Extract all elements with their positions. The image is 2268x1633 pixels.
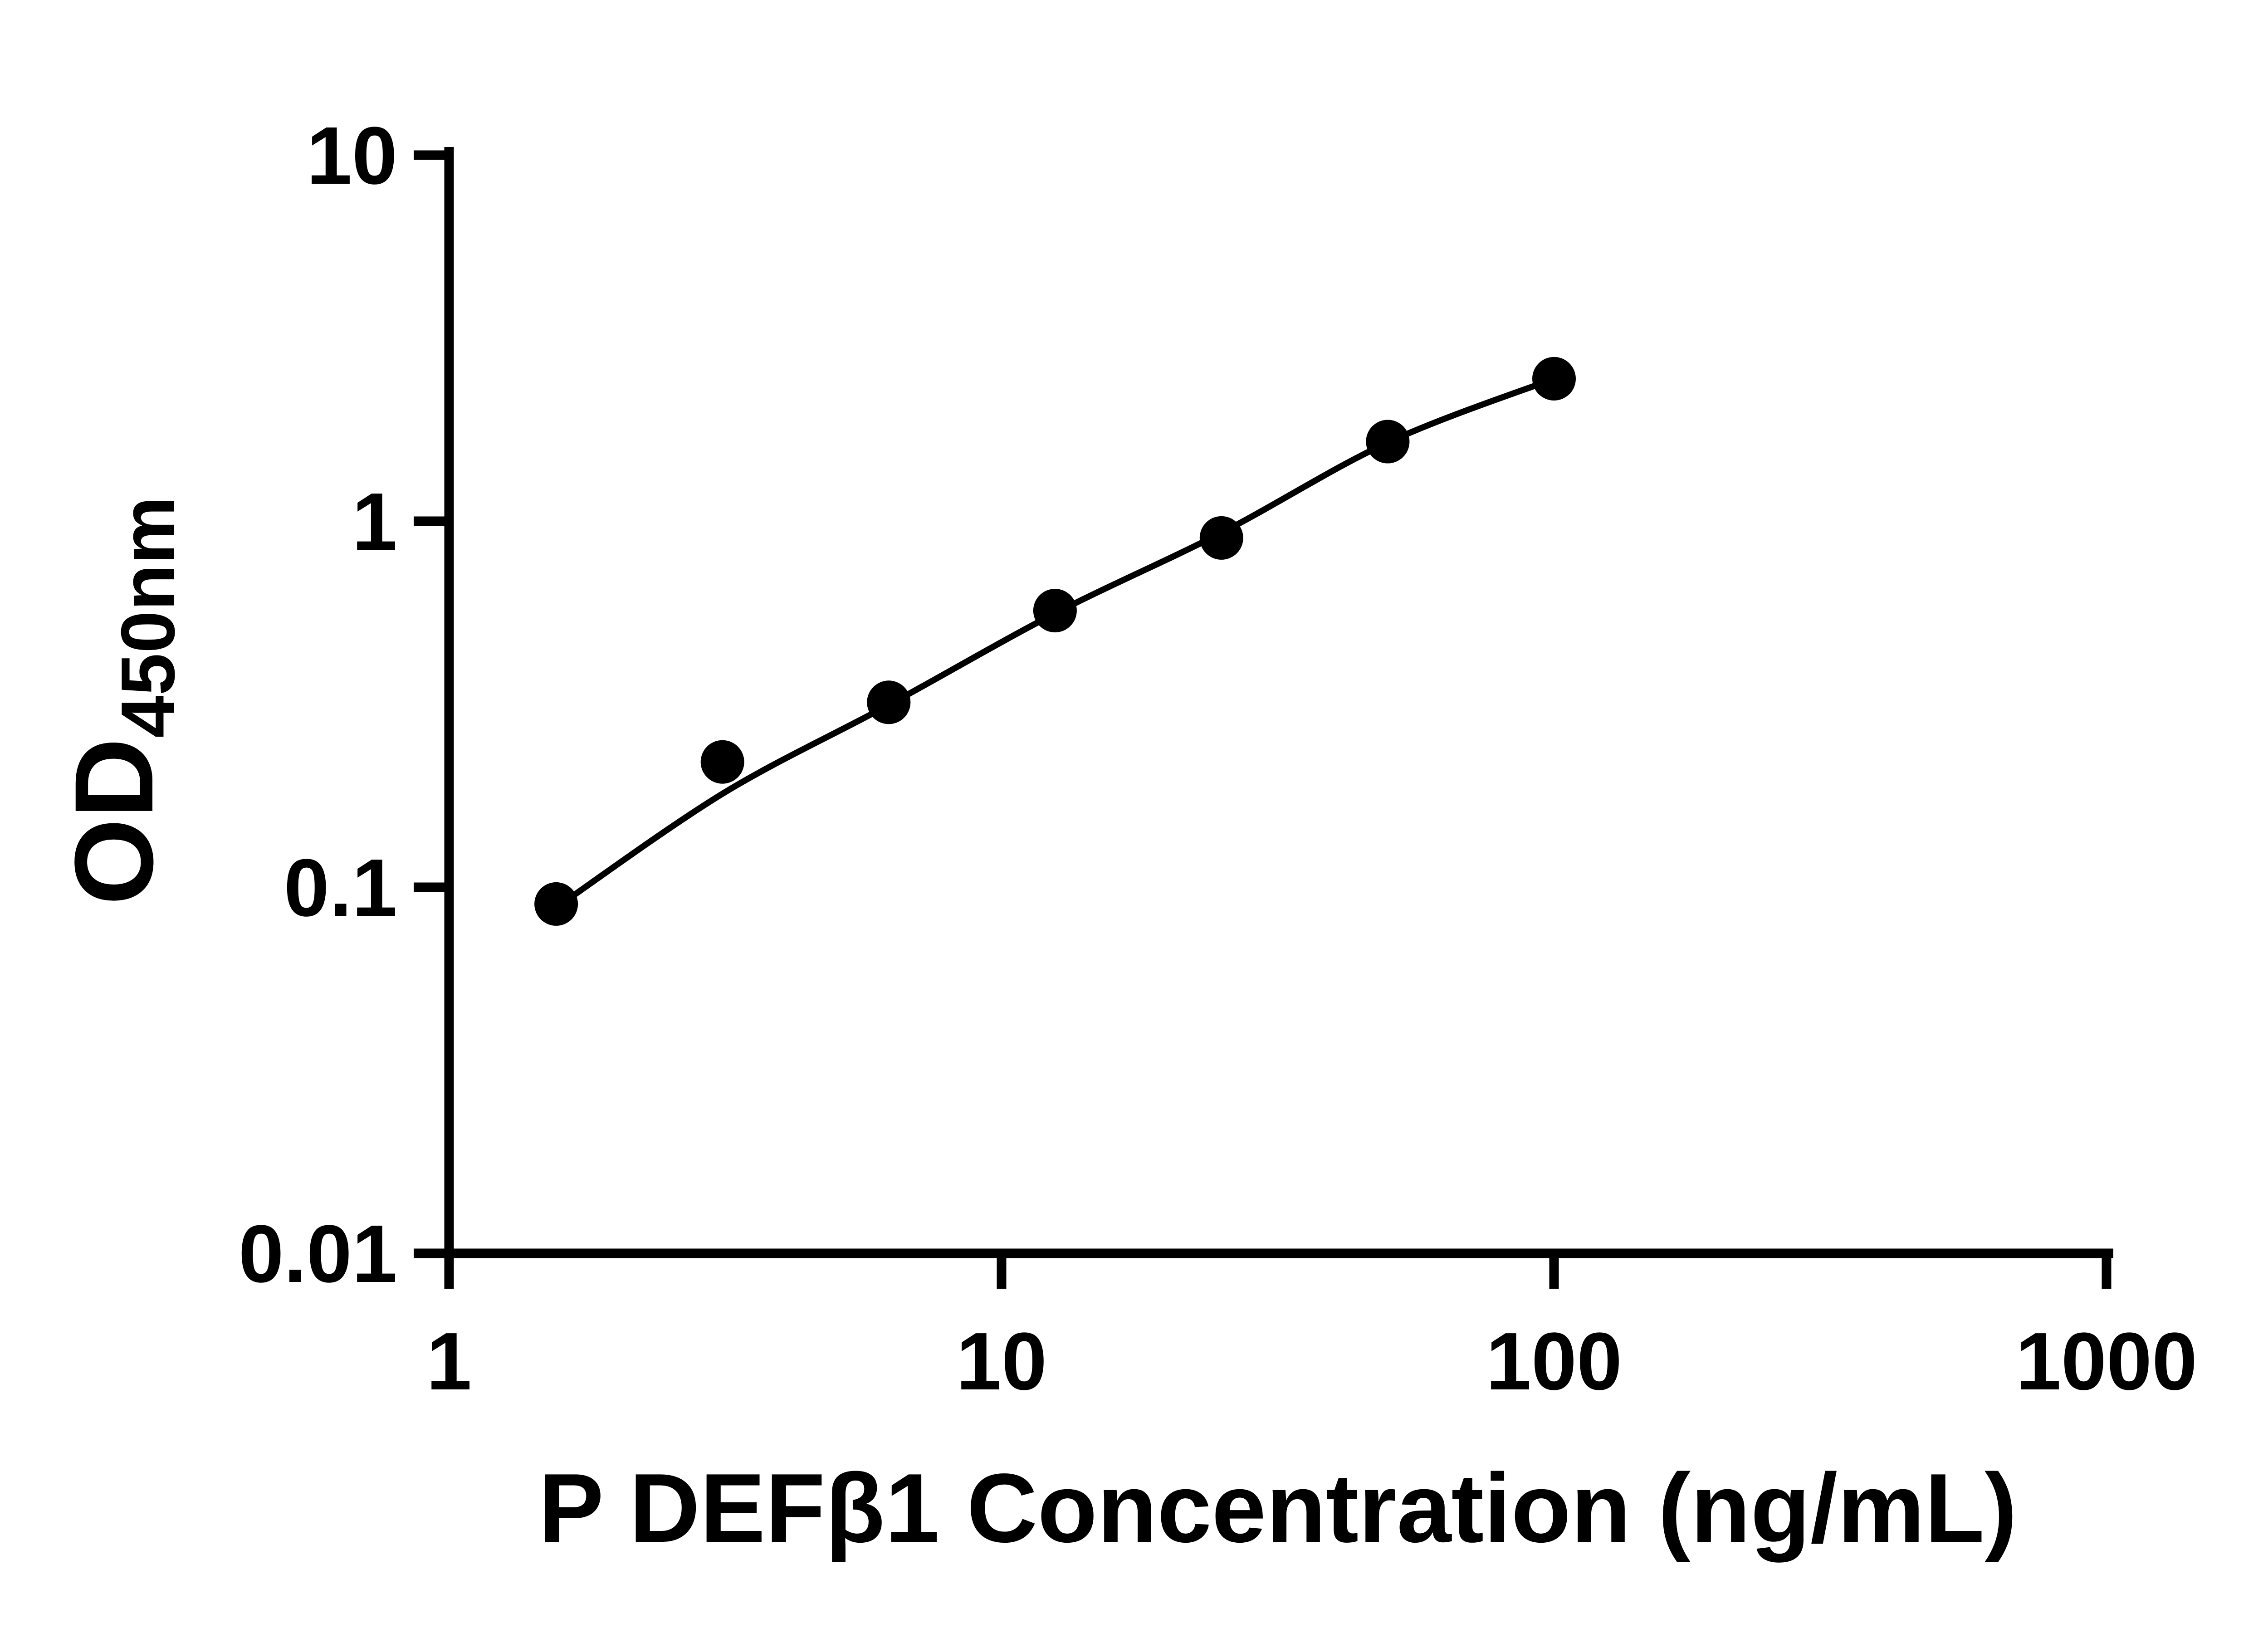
x-tick-label: 10 bbox=[956, 1316, 1047, 1407]
data-point bbox=[534, 882, 578, 926]
y-tick-label: 0.01 bbox=[239, 1208, 397, 1300]
data-point bbox=[867, 680, 911, 724]
x-tick-label: 1 bbox=[426, 1316, 472, 1407]
data-point bbox=[1532, 357, 1576, 401]
series-layer bbox=[534, 357, 1576, 926]
data-point bbox=[1366, 420, 1410, 464]
y-axis-title: OD450nm bbox=[52, 496, 191, 905]
axes-layer: 1 10 100 1000 0.01 0.1 1 10 bbox=[239, 110, 2198, 1407]
data-point bbox=[1033, 589, 1077, 633]
y-tick-label: 10 bbox=[307, 110, 397, 201]
x-axis-title: P DEFβ1 Concentration (ng/mL) bbox=[538, 1453, 2017, 1563]
y-axis-title-sub: 450nm bbox=[105, 496, 191, 738]
data-point bbox=[1199, 516, 1243, 560]
data-point bbox=[700, 740, 744, 784]
x-tick-label: 100 bbox=[1486, 1316, 1622, 1407]
svg-text:OD450nm: OD450nm bbox=[52, 496, 191, 905]
y-tick-label: 1 bbox=[352, 476, 397, 567]
x-tick-label: 1000 bbox=[2016, 1316, 2197, 1407]
y-tick-label: 0.1 bbox=[284, 842, 397, 934]
trend-line bbox=[553, 376, 1557, 911]
y-axis-title-base: OD bbox=[52, 738, 176, 905]
